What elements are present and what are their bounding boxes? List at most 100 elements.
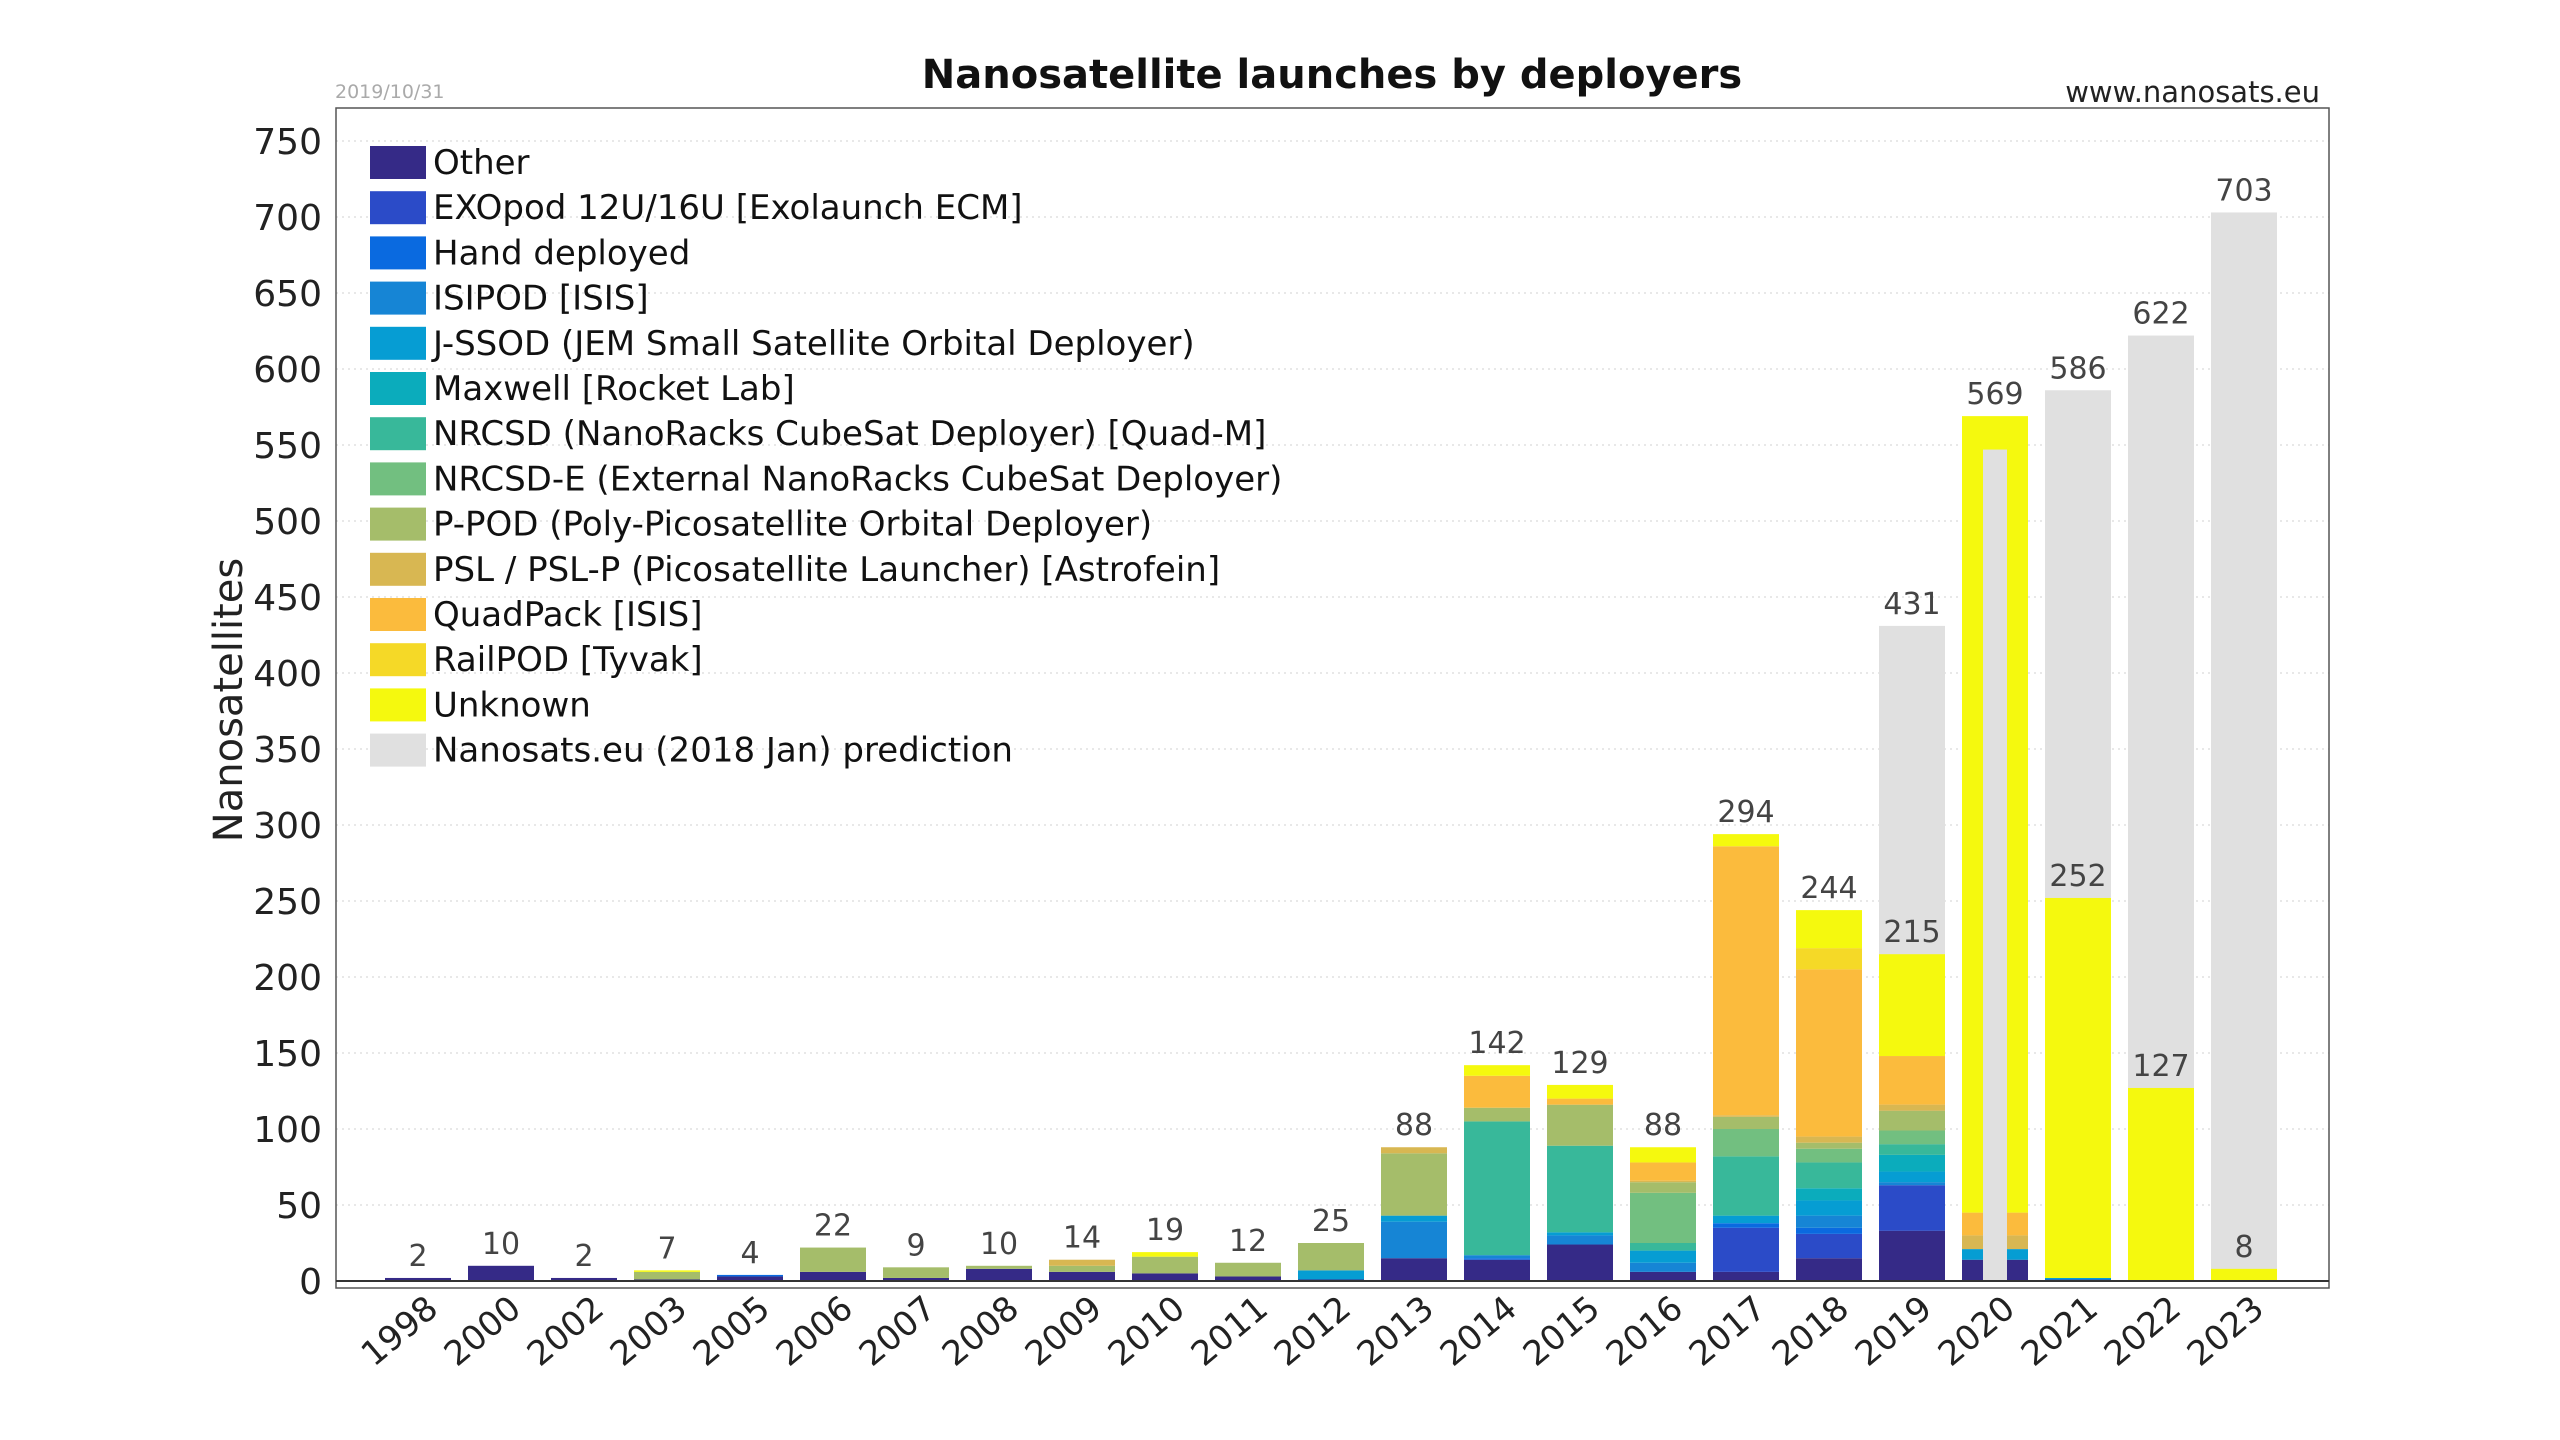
y-axis-label: Nanosatellites (206, 558, 252, 842)
legend-label: J-SSOD (JEM Small Satellite Orbital Depl… (431, 324, 1195, 364)
y-tick-label: 650 (253, 274, 322, 315)
bar-segment-2017 (1713, 1223, 1779, 1228)
bar-segment-2018 (1796, 969, 1862, 1137)
prediction-label-2022: 622 (2132, 297, 2189, 332)
bar-segment-2014 (1464, 1259, 1530, 1281)
bar-segment-2009 (1049, 1259, 1115, 1266)
bar-segment-2019 (1879, 1110, 1945, 1131)
bar-segment-2015 (1547, 1235, 1613, 1245)
bar-segment-2016 (1630, 1180, 1696, 1183)
bar-segment-2017 (1713, 1227, 1779, 1272)
x-tick-label: 2015 (1516, 1288, 1608, 1374)
legend-label: NRCSD-E (External NanoRacks CubeSat Depl… (433, 459, 1282, 499)
chart-title: Nanosatellite launches by deployers (922, 52, 1742, 98)
total-label-2021: 252 (2049, 859, 2106, 894)
bar-segment-2019 (1879, 1185, 1945, 1231)
total-label-2011: 12 (1229, 1224, 1267, 1259)
bar-segment-2014 (1464, 1075, 1530, 1108)
total-label-2014: 142 (1468, 1026, 1525, 1061)
bar-segment-2003 (634, 1271, 700, 1280)
bar-segment-2018 (1796, 1200, 1862, 1216)
date-label: 2019/10/31 (335, 81, 445, 103)
legend-swatch (370, 507, 426, 541)
y-tick-label: 250 (253, 882, 322, 923)
prediction-bars-front (1983, 449, 2007, 1281)
bar-segment-2018 (1796, 1162, 1862, 1189)
legend-label: Maxwell [Rocket Lab] (433, 369, 795, 409)
bar-segment-2017 (1713, 846, 1779, 1116)
bar-segment-2002 (551, 1277, 617, 1281)
total-label-2018: 244 (1800, 871, 1857, 906)
total-label-2008: 10 (980, 1227, 1018, 1262)
legend-label: P-POD (Poly-Picosatellite Orbital Deploy… (433, 505, 1152, 545)
x-tick-label: 2005 (686, 1288, 778, 1374)
legend-swatch (370, 372, 426, 405)
bar-segment-2016 (1630, 1182, 1696, 1193)
bar-segment-2017 (1713, 1129, 1779, 1157)
x-tick-label: 2009 (1018, 1288, 1110, 1374)
total-label-2019: 215 (1883, 915, 1940, 950)
legend-label: EXOpod 12U/16U [Exolaunch ECM] (433, 188, 1023, 228)
bar-segment-2016 (1630, 1250, 1696, 1263)
bar-segment-2018 (1796, 1215, 1862, 1228)
bar-segment-2013 (1381, 1153, 1447, 1216)
bar-segment-2019 (1879, 954, 1945, 1057)
x-tick-label: 2019 (1848, 1288, 1940, 1374)
legend-swatch (370, 598, 426, 631)
legend-swatch (370, 688, 426, 722)
legend-label: NRCSD (NanoRacks CubeSat Deployer) [Quad… (433, 414, 1266, 454)
total-label-2016: 88 (1644, 1108, 1682, 1143)
bar-segment-2017 (1713, 1215, 1779, 1224)
x-tick-label: 2023 (2180, 1288, 2272, 1374)
legend-swatch (370, 146, 426, 179)
bar-segment-2014 (1464, 1107, 1530, 1122)
bar-segment-2018 (1796, 1142, 1862, 1149)
bar-segment-2008 (966, 1265, 1032, 1269)
x-tick-label: 2006 (769, 1288, 861, 1374)
total-label-2000: 10 (482, 1227, 520, 1262)
bar-segment-2007 (883, 1267, 949, 1278)
bar-segment-2013 (1381, 1147, 1447, 1154)
x-tick-labels: 1998200020022003200520062007200820092010… (354, 1288, 2272, 1374)
bar-segment-2016 (1630, 1262, 1696, 1272)
bar-segment-2015 (1547, 1104, 1613, 1146)
legend-label: Nanosats.eu (2018 Jan) prediction (433, 731, 1013, 771)
legend-swatch (370, 733, 426, 767)
bar-segment-2021 (2045, 1277, 2111, 1280)
y-tick-label: 350 (253, 730, 322, 771)
legend-swatch (370, 236, 426, 270)
legend-label: RailPOD [Tyvak] (433, 640, 703, 680)
x-tick-label: 2002 (520, 1288, 612, 1374)
bar-segment-2016 (1630, 1271, 1696, 1281)
prediction-bar-2020 (1983, 449, 2007, 1281)
legend-label: Hand deployed (433, 233, 690, 273)
bar-segment-2017 (1713, 1156, 1779, 1216)
bar-segment-2015 (1547, 1232, 1613, 1236)
legend-swatch (370, 462, 426, 496)
bar-segment-2017 (1713, 1115, 1779, 1117)
x-tick-label: 2020 (1931, 1288, 2023, 1374)
y-tick-label: 700 (253, 198, 322, 239)
total-label-2020: 569 (1966, 377, 2023, 412)
legend: Other EXOpod 12U/16U [Exolaunch ECM] Hand … (370, 143, 1282, 771)
legend-label: ISIPOD [ISIS] (433, 279, 649, 319)
bar-segment-2007 (883, 1277, 949, 1281)
legend-swatch (370, 643, 426, 677)
bar-segment-2019 (1879, 1230, 1945, 1281)
bar-segment-1998 (385, 1277, 451, 1281)
y-tick-label: 450 (253, 578, 322, 619)
total-label-2002: 2 (574, 1239, 593, 1274)
bar-segment-2006 (800, 1247, 866, 1272)
x-tick-label: 2014 (1433, 1288, 1525, 1374)
x-tick-label: 2013 (1350, 1288, 1442, 1374)
bar-segment-2015 (1547, 1145, 1613, 1233)
bar-segment-2000 (468, 1265, 534, 1281)
bar-segment-2021 (2045, 897, 2111, 1278)
x-tick-label: 2008 (935, 1288, 1027, 1374)
bar-segment-2017 (1713, 1271, 1779, 1281)
prediction-label-2019: 431 (1883, 587, 1940, 622)
bar-segment-2019 (1879, 1104, 1945, 1111)
bar-segment-2023 (2211, 1268, 2277, 1281)
total-label-2017: 294 (1717, 795, 1774, 830)
